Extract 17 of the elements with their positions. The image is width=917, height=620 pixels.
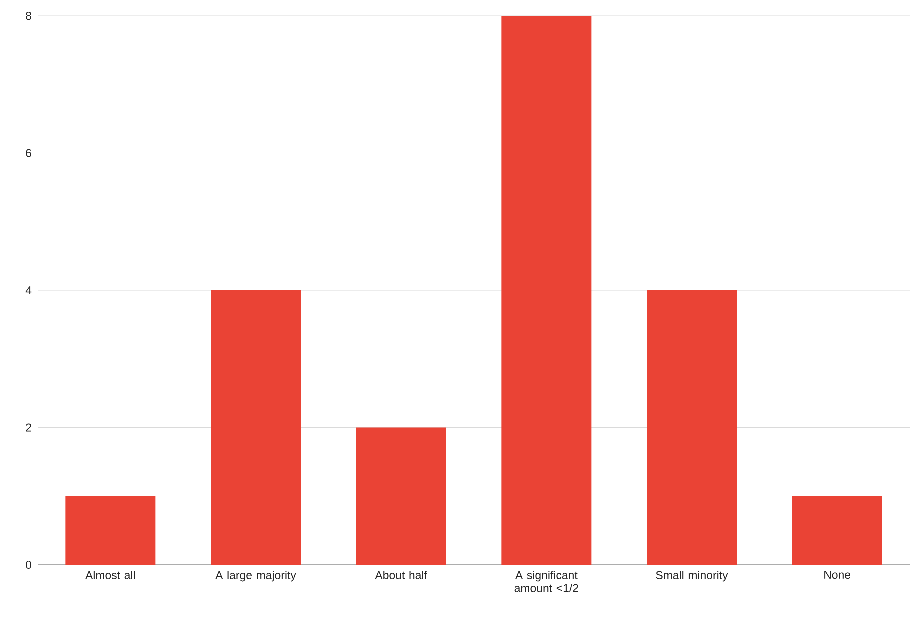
bar [211,290,301,565]
x-tick-label: About half [375,571,428,580]
bar [647,290,738,565]
y-tick-label: 2 [26,424,32,432]
x-tick-label: A significant amount <1/2 [514,571,578,592]
bar [66,496,156,565]
bar [502,16,592,565]
x-tick-label: A large majority [216,571,296,582]
bar [792,496,882,565]
x-tick-label: Almost all [86,571,136,580]
x-tick-label: Small minority [656,571,728,582]
bar [356,428,446,565]
y-tick-label: 0 [26,560,32,570]
x-tick-label: None [824,571,851,580]
y-tick-label: 8 [26,12,32,20]
y-tick-label: 6 [26,149,32,158]
y-tick-label: 4 [26,286,32,294]
